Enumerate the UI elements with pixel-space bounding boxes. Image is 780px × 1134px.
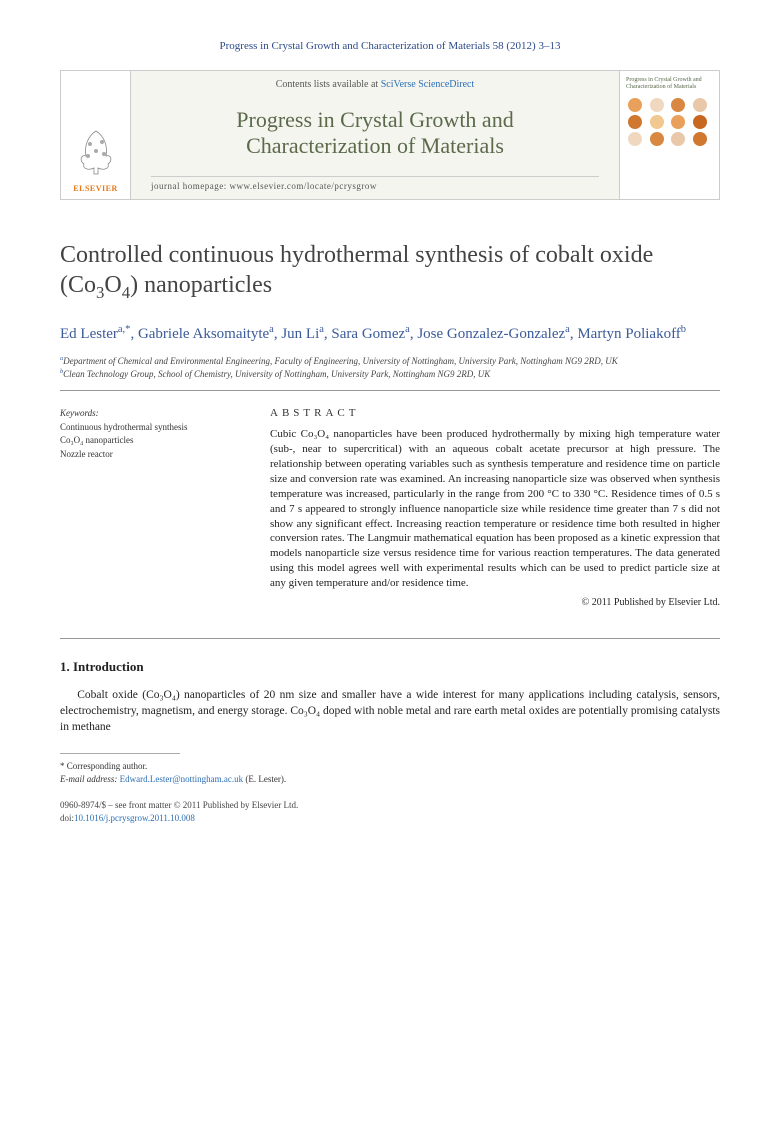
journal-name: Progress in Crystal Growth and Character… [151, 107, 599, 160]
cover-dots [626, 94, 713, 193]
doi-link[interactable]: 10.1016/j.pcrysgrow.2011.10.008 [74, 813, 195, 823]
contents-prefix: Contents lists available at [276, 79, 381, 90]
section-heading-intro: 1. Introduction [60, 659, 720, 675]
journal-header: ELSEVIER Contents lists available at Sci… [60, 70, 720, 200]
cover-dot [628, 132, 642, 146]
cover-dot [628, 115, 642, 129]
keyword-item: Continuous hydrothermal synthesis [60, 421, 240, 435]
journal-name-line1: Progress in Crystal Growth and [236, 107, 513, 132]
doi-line: doi:10.1016/j.pcrysgrow.2011.10.008 [60, 812, 720, 825]
cover-dot [671, 132, 685, 146]
cover-dot [650, 98, 664, 112]
keywords-block: Keywords: Continuous hydrothermal synthe… [60, 407, 240, 607]
cover-dot [693, 132, 707, 146]
abstract-block: ABSTRACT Cubic Co₃O₄ nanoparticles have … [270, 407, 720, 607]
journal-cover-thumbnail: Progress in Crystal Growth and Character… [619, 71, 719, 199]
abstract-head: ABSTRACT [270, 407, 720, 419]
divider [60, 638, 720, 639]
publisher-logo: ELSEVIER [61, 71, 131, 199]
cover-dot [671, 115, 685, 129]
contents-available: Contents lists available at SciVerse Sci… [151, 79, 599, 90]
intro-paragraph: Cobalt oxide (Co₃O₄) nanoparticles of 20… [60, 687, 720, 735]
doi-label: doi: [60, 813, 74, 823]
journal-citation: Progress in Crystal Growth and Character… [60, 40, 720, 52]
author-list: Ed Lestera,*, Gabriele Aksomaitytea, Jun… [60, 322, 720, 346]
divider [60, 390, 720, 391]
affiliation-a: aDepartment of Chemical and Environmenta… [60, 355, 720, 368]
cover-dot [650, 115, 664, 129]
cover-title: Progress in Crystal Growth and Character… [626, 77, 713, 90]
abstract-copyright: © 2011 Published by Elsevier Ltd. [270, 597, 720, 608]
abstract-text: Cubic Co₃O₄ nanoparticles have been prod… [270, 427, 720, 590]
cover-dot [650, 132, 664, 146]
keyword-item: Co₃O₄ nanoparticles [60, 434, 240, 448]
keywords-head: Keywords: [60, 407, 240, 421]
email-label: E-mail address: [60, 774, 117, 784]
article-title: Controlled continuous hydrothermal synth… [60, 240, 720, 304]
issn-line: 0960-8974/$ – see front matter © 2011 Pu… [60, 799, 720, 812]
journal-homepage: journal homepage: www.elsevier.com/locat… [151, 176, 599, 191]
author-email-link[interactable]: Edward.Lester@nottingham.ac.uk [120, 774, 244, 784]
footnote-divider [60, 753, 180, 754]
email-footnote: E-mail address: Edward.Lester@nottingham… [60, 773, 720, 786]
cover-dot [628, 98, 642, 112]
cover-dot [671, 98, 685, 112]
affiliations: aDepartment of Chemical and Environmenta… [60, 355, 720, 380]
journal-name-line2: Characterization of Materials [246, 133, 504, 158]
keyword-item: Nozzle reactor [60, 448, 240, 462]
footer-metadata: 0960-8974/$ – see front matter © 2011 Pu… [60, 799, 720, 824]
sciencedirect-link[interactable]: SciVerse ScienceDirect [381, 79, 475, 90]
elsevier-tree-icon [76, 126, 116, 176]
affiliation-b: bClean Technology Group, School of Chemi… [60, 368, 720, 381]
corresponding-author-note: * Corresponding author. [60, 760, 720, 773]
email-who: (E. Lester). [245, 774, 286, 784]
publisher-name: ELSEVIER [73, 184, 117, 193]
cover-dot [693, 115, 707, 129]
cover-dot [693, 98, 707, 112]
